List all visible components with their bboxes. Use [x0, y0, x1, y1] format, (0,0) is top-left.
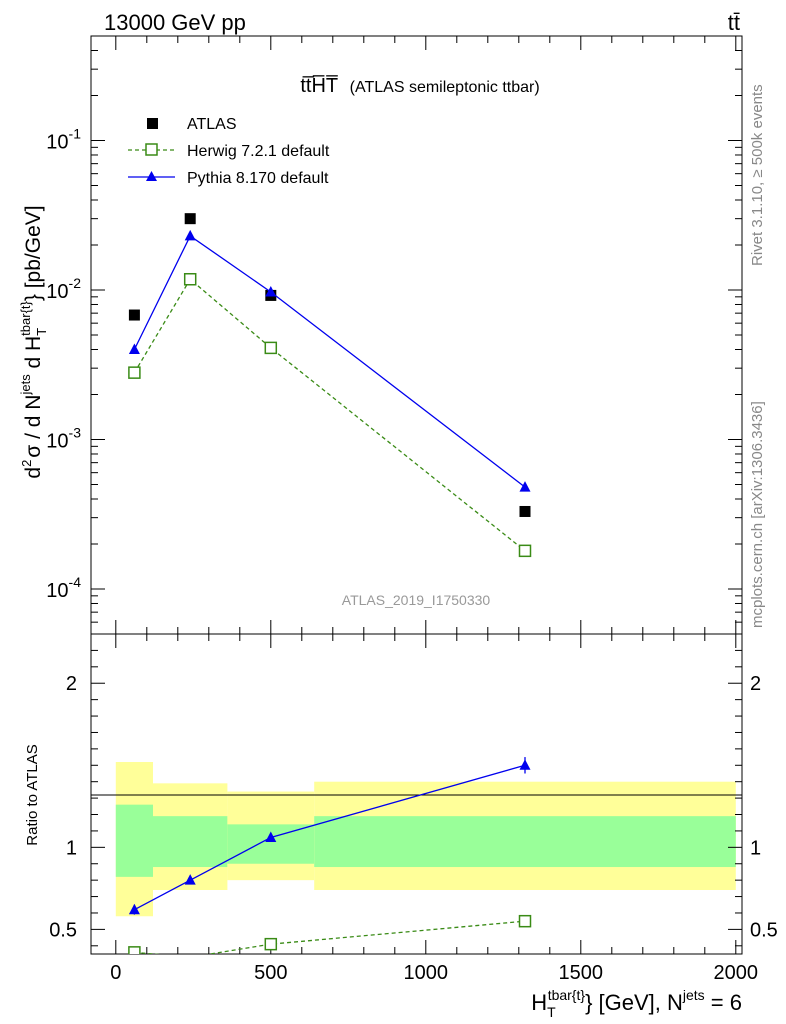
main-herwig-point [128, 366, 141, 379]
ratio-y-axis: 0.5 0.5 1 1 2 2 [49, 649, 778, 947]
legend-marker-pythia [146, 171, 157, 181]
main-atlas-point [519, 505, 531, 517]
ratio-band-green [314, 816, 736, 868]
main-pythia-point [128, 343, 140, 354]
ratio-y-tick-label-right: 1 [750, 837, 761, 859]
main-y-tick-label: 10-4 [46, 574, 81, 602]
main-y-tick-label: 10-2 [46, 275, 81, 303]
main-y-axis-label: d2σ / d Njets d HTtbar{t}} [pb/GeV] [18, 205, 49, 478]
process-label: tt̄ [728, 10, 740, 35]
x-tick-label: 2000 [714, 962, 759, 984]
ratio-x-axis: 0 500 1000 1500 2000 [110, 634, 758, 984]
ratio-pythia-line [134, 764, 526, 911]
ratio-herwig-point [518, 914, 532, 928]
legend-label-atlas: ATLAS [187, 116, 237, 133]
ratio-herwig-line [134, 920, 526, 954]
analysis-watermark: ATLAS_2019_I1750330 [342, 592, 491, 608]
main-pythia-line [133, 234, 526, 488]
main-y-tick-label: 10-3 [46, 424, 81, 452]
ratio-y-tick-label-right: 0.5 [750, 919, 778, 941]
ratio-pythia-point [128, 903, 140, 915]
main-herwig-point [264, 341, 278, 355]
ratio-herwig-point [128, 946, 141, 954]
main-herwig-line [133, 278, 526, 552]
mcplots-reference-label: mcplots.cern.ch [arXiv:1306.3436] [749, 401, 766, 628]
x-tick-label: 1000 [404, 962, 449, 984]
legend: ATLAS Herwig 7.2.1 default Pythia 8.170 … [128, 116, 330, 187]
x-axis-label: HTtbar{t}} [GeV], Njets = 6 [531, 987, 742, 1020]
ratio-plot-frame [90, 633, 743, 955]
main-herwig-point [518, 544, 532, 558]
main-y-tick-label: 10-1 [46, 125, 81, 153]
ratio-panel [115, 762, 736, 917]
rivet-version-label: Rivet 3.1.10, ≥ 500k events [749, 84, 766, 266]
legend-marker-herwig [145, 143, 158, 156]
ratio-y-tick-label: 1 [66, 837, 77, 859]
ratio-y-tick-label: 2 [66, 673, 77, 695]
ratio-pythia-point [265, 831, 277, 842]
ratio-series-clipped [128, 757, 532, 954]
legend-label-pythia: Pythia 8.170 default [187, 170, 329, 187]
x-tick-label: 1500 [559, 962, 604, 984]
ratio-y-axis-label: Ratio to ATLAS [24, 744, 41, 845]
main-atlas-point [128, 309, 140, 321]
beam-energy-label: 13000 GeV pp [104, 10, 246, 35]
ratio-band-green [227, 824, 315, 864]
main-pythia-point [519, 481, 531, 492]
ratio-herwig-point [264, 937, 278, 951]
ratio-y-tick-label-right: 2 [750, 673, 761, 695]
main-x-axis [115, 36, 737, 634]
legend-marker-atlas [147, 118, 158, 129]
main-atlas-point [184, 213, 196, 225]
main-y-axis: 10-1 10-2 10-3 10-4 [46, 35, 742, 635]
main-herwig-point [183, 272, 197, 286]
legend-label-herwig: Herwig 7.2.1 default [187, 143, 330, 160]
plot-title-main: tt̅H̅T̅ [300, 74, 338, 97]
plot-title: tt̅H̅T̅ (ATLAS semileptonic ttbar) [300, 74, 539, 97]
main-pythia-point [265, 285, 277, 297]
ratio-pythia-point [519, 759, 531, 770]
ratio-band-green [153, 816, 228, 868]
plot-title-sub: (ATLAS semileptonic ttbar) [350, 79, 540, 96]
main-pythia-point [184, 229, 196, 241]
main-series-group [128, 213, 532, 558]
ratio-y-tick-label: 0.5 [49, 919, 77, 941]
x-tick-label: 500 [254, 962, 287, 984]
ratio-band-green [115, 804, 153, 877]
x-tick-label: 0 [110, 962, 121, 984]
ratio-series-group [128, 757, 532, 954]
ratio-pythia-point [184, 874, 196, 885]
